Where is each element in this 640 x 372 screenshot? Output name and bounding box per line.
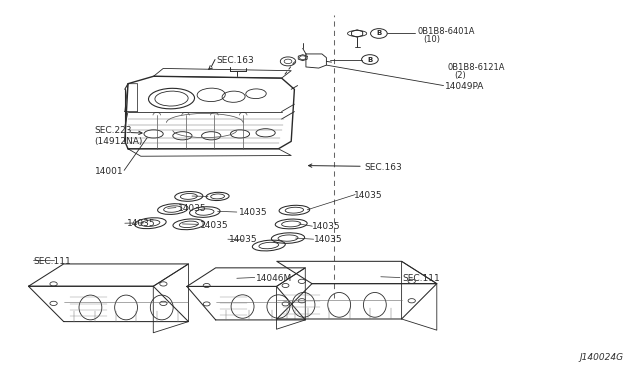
Text: 14035: 14035 <box>312 222 341 231</box>
Text: J140024G: J140024G <box>580 353 624 362</box>
Text: B: B <box>376 31 381 36</box>
Text: SEC.223: SEC.223 <box>95 126 132 135</box>
Text: (2): (2) <box>454 71 466 80</box>
Text: (14912NA): (14912NA) <box>95 137 143 146</box>
Text: 0B1B8-6401A: 0B1B8-6401A <box>417 27 475 36</box>
Text: 14035: 14035 <box>354 191 383 200</box>
Text: 14035: 14035 <box>127 219 156 228</box>
Text: 14001: 14001 <box>95 167 124 176</box>
Text: 14035: 14035 <box>178 204 207 213</box>
Text: 14035: 14035 <box>314 235 342 244</box>
Text: SEC.163: SEC.163 <box>216 56 254 65</box>
Text: 14035: 14035 <box>239 208 268 217</box>
Text: SEC.111: SEC.111 <box>33 257 71 266</box>
Text: 14035: 14035 <box>229 235 258 244</box>
Text: 0B1B8-6121A: 0B1B8-6121A <box>448 63 506 72</box>
Text: 14049PA: 14049PA <box>445 82 484 91</box>
Text: 14046M: 14046M <box>256 274 292 283</box>
Text: 14035: 14035 <box>200 221 229 230</box>
Text: (10): (10) <box>424 35 441 44</box>
Text: SEC.111: SEC.111 <box>402 274 440 283</box>
Text: B: B <box>367 57 372 62</box>
Text: SEC.163: SEC.163 <box>365 163 403 172</box>
